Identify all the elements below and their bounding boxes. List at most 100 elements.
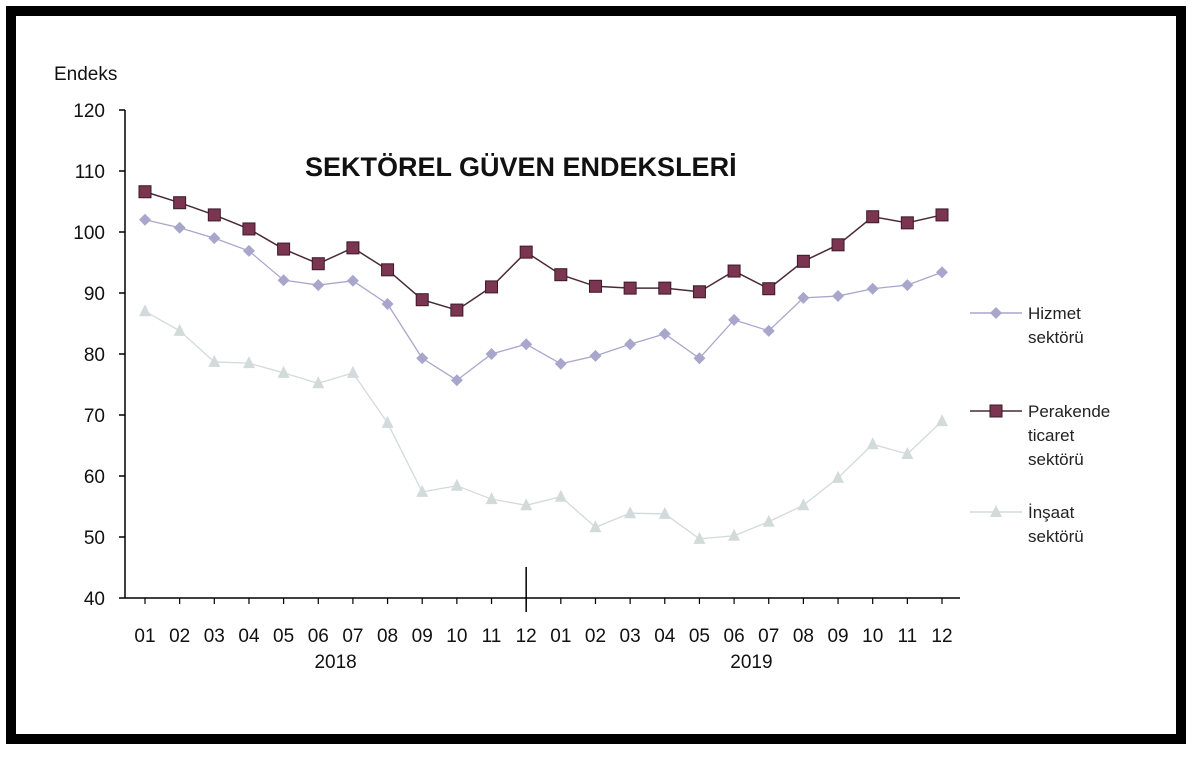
data-point xyxy=(658,506,671,519)
y-tick-label: 70 xyxy=(84,406,105,427)
x-tick-label: 12 xyxy=(931,626,952,647)
data-point xyxy=(277,365,290,378)
legend-label: sektörü xyxy=(1028,450,1084,469)
data-point xyxy=(277,242,291,256)
data-point xyxy=(450,374,463,387)
legend-item: Hizmet sektörü xyxy=(970,304,1084,347)
x-tick-label: 06 xyxy=(724,626,745,647)
x-tick-label: 05 xyxy=(273,626,294,647)
chart-frame xyxy=(6,6,1186,744)
year-label: 2018 xyxy=(314,652,356,673)
data-point xyxy=(311,257,325,271)
data-point xyxy=(936,414,948,427)
x-tick-label: 09 xyxy=(412,626,433,647)
x-tick-label: 04 xyxy=(238,626,260,647)
legend-item: İnşaat sektörü xyxy=(970,503,1084,546)
x-tick-label: 08 xyxy=(377,626,398,647)
data-point xyxy=(312,279,325,292)
data-point xyxy=(831,238,845,252)
x-tick-label: 01 xyxy=(550,626,571,647)
data-point xyxy=(866,210,880,224)
data-point xyxy=(416,352,429,365)
legend-label: ticaret xyxy=(1028,426,1075,445)
data-point xyxy=(450,303,464,317)
data-point xyxy=(935,208,949,222)
x-tick-label: 07 xyxy=(758,626,779,647)
year-label: 2019 xyxy=(730,652,772,673)
data-point xyxy=(728,528,741,541)
x-tick-label: 11 xyxy=(482,626,502,647)
data-point xyxy=(138,185,152,199)
data-point xyxy=(381,263,395,277)
data-point xyxy=(207,208,221,222)
x-tick-label: 05 xyxy=(689,626,710,647)
series-1 xyxy=(138,185,949,317)
x-tick-label: 03 xyxy=(204,626,225,647)
data-point xyxy=(485,280,499,294)
x-tick-label: 04 xyxy=(654,626,676,647)
legend-label: sektörü xyxy=(1028,328,1084,347)
data-point xyxy=(727,264,741,278)
data-point xyxy=(693,531,706,544)
series-0 xyxy=(139,213,948,387)
x-tick-label: 01 xyxy=(134,626,155,647)
data-point xyxy=(866,282,879,295)
x-tick-label: 03 xyxy=(620,626,641,647)
data-point xyxy=(796,254,810,268)
series-2 xyxy=(139,304,948,544)
chart-title: SEKTÖREL GÜVEN ENDEKSLERİ xyxy=(305,152,737,182)
y-axis-label: Endeks xyxy=(54,64,117,85)
x-tick-label: 09 xyxy=(827,626,848,647)
y-tick-label: 90 xyxy=(84,284,105,305)
data-point xyxy=(866,437,879,450)
data-point xyxy=(623,281,637,295)
y-tick-label: 80 xyxy=(84,345,105,366)
data-point xyxy=(797,291,810,304)
legend-item: Perakende ticaret sektörü xyxy=(970,402,1110,469)
data-point xyxy=(139,304,151,317)
data-point xyxy=(416,484,429,497)
data-point xyxy=(554,489,567,502)
data-point xyxy=(312,376,325,389)
legend-marker xyxy=(989,404,1003,418)
data-point xyxy=(797,498,810,511)
data-point xyxy=(900,216,914,230)
data-point xyxy=(242,244,255,257)
data-point xyxy=(693,352,706,365)
data-point xyxy=(832,290,845,303)
data-point xyxy=(415,293,429,307)
legend-label: sektörü xyxy=(1028,527,1084,546)
data-point xyxy=(346,241,360,255)
data-point xyxy=(554,268,568,282)
series-line xyxy=(144,191,943,311)
data-point xyxy=(624,506,637,519)
data-point xyxy=(381,297,394,310)
x-tick-label: 12 xyxy=(516,626,537,647)
data-point xyxy=(450,478,463,491)
data-point xyxy=(762,324,775,337)
data-point xyxy=(346,274,359,287)
data-point xyxy=(832,470,845,483)
data-point xyxy=(173,323,186,336)
x-tick-label: 11 xyxy=(897,626,917,647)
data-point xyxy=(624,338,637,351)
data-point xyxy=(762,282,776,296)
legend-label: Hizmet xyxy=(1028,304,1081,323)
x-tick-label: 06 xyxy=(308,626,329,647)
y-tick-label: 60 xyxy=(84,467,105,488)
data-point xyxy=(589,349,602,362)
data-point xyxy=(554,357,567,370)
data-point xyxy=(208,232,221,245)
data-point xyxy=(762,514,775,527)
y-tick-label: 110 xyxy=(75,162,105,183)
data-point xyxy=(485,492,498,505)
data-point xyxy=(520,498,533,511)
legend-label: Perakende xyxy=(1028,402,1110,421)
data-point xyxy=(242,356,255,369)
x-tick-label: 07 xyxy=(342,626,363,647)
data-point xyxy=(277,274,290,287)
data-point xyxy=(173,196,187,210)
data-point xyxy=(658,281,672,295)
data-point xyxy=(173,221,186,234)
data-point xyxy=(520,338,533,351)
